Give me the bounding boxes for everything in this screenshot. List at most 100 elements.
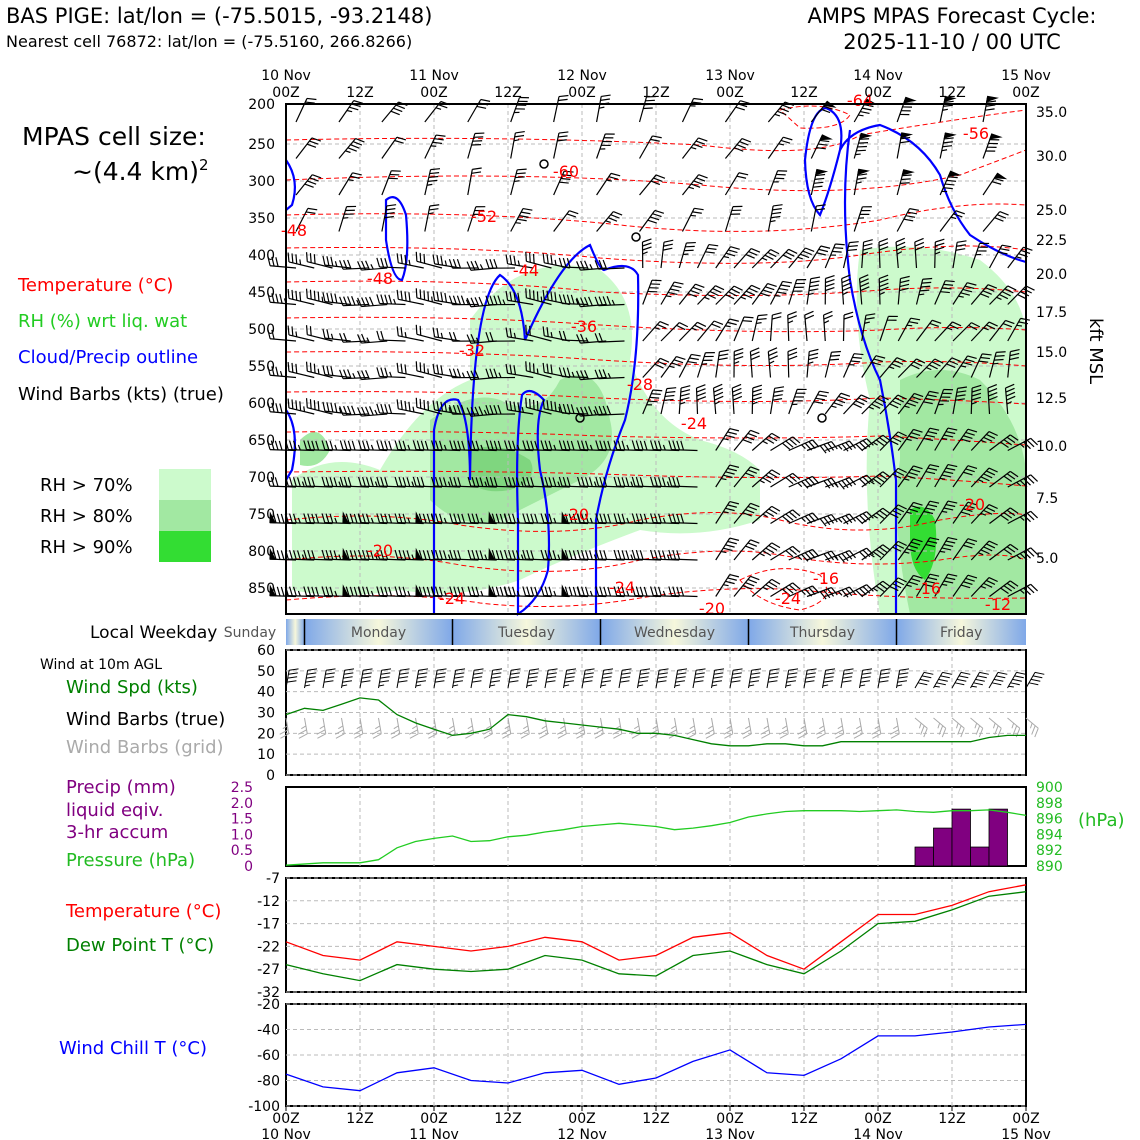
wind-speed-line [285, 697, 1026, 747]
section-wind-barb [824, 350, 841, 378]
section-wind-barb [896, 208, 920, 232]
section-wind-barb [642, 279, 662, 305]
section-wind-barb [287, 361, 315, 379]
pressure-tick-label: 400 [248, 248, 275, 264]
section-wind-barb [505, 327, 534, 342]
section-wind-barb [396, 326, 424, 342]
section-wind-barb [824, 243, 845, 269]
section-wind-barb [915, 500, 940, 524]
top-axis-date: 12 Nov [557, 68, 607, 84]
section-wind-barb [431, 440, 461, 452]
section-wind-barb [770, 509, 801, 525]
section-wind-barb [525, 324, 552, 342]
precip-tick-label: 1.5 [231, 812, 253, 828]
section-wind-barb [639, 209, 665, 232]
rh70-label: RH > 70% [40, 475, 133, 496]
section-wind-barb [806, 245, 831, 269]
grid-wind-barb [988, 717, 1002, 738]
section-wind-barb [485, 368, 516, 379]
pressure-tick-label: 892 [1036, 843, 1063, 859]
section-wind-barb [639, 135, 662, 159]
kft-axis-label: kft MSL [1085, 318, 1106, 384]
section-wind-barb [934, 238, 945, 269]
weekday-cell [286, 619, 305, 645]
surface-wind-barb [618, 668, 632, 689]
section-wind-barb [660, 387, 677, 415]
section-wind-barb [376, 513, 406, 525]
section-wind-barb [712, 383, 724, 415]
section-wind-barb [660, 239, 674, 269]
section-frame [285, 103, 1027, 615]
surface-wind-barb [674, 668, 688, 689]
panel-y-tick: -17 [257, 917, 280, 933]
top-axis-hour: 12Z [494, 85, 521, 101]
section-wind-barb [305, 361, 333, 379]
section-wind-barb [577, 549, 607, 561]
section-wind-barb [751, 505, 781, 524]
section-wind-barb [376, 403, 406, 415]
section-wind-barb [485, 476, 516, 488]
section-wind-barb [733, 575, 760, 597]
section-wind-barb [678, 353, 701, 378]
section-wind-barb [594, 369, 625, 380]
grid-wind-barb [816, 717, 826, 739]
section-wind-barb [897, 465, 923, 488]
section-wind-barb [553, 170, 574, 196]
pressure-tick-label: 500 [248, 322, 275, 338]
section-wind-barb [522, 549, 552, 561]
section-wind-barb [934, 427, 958, 451]
section-wind-barb [989, 543, 1019, 561]
section-wind-barb [769, 280, 792, 305]
section-wind-barb [650, 549, 680, 561]
section-wind-barb [449, 549, 479, 561]
legend-rh: RH (%) wrt liq. wat [18, 311, 187, 332]
section-wind-barb [558, 440, 589, 452]
section-wind-barb [577, 440, 607, 452]
section-wind-barb [357, 260, 388, 271]
section-wind-barb [861, 544, 891, 561]
section-wind-barb [613, 549, 643, 561]
section-wind-barb [751, 249, 780, 269]
section-wind-barb [305, 252, 333, 269]
legend-dewpoint-line: Dew Point T (°C) [66, 935, 214, 956]
section-wind-barb [724, 205, 743, 232]
section-wind-barb [485, 331, 516, 342]
section-wind-barb [321, 513, 351, 525]
pressure-line [285, 809, 1027, 866]
section-wind-barb [879, 357, 906, 378]
section-wind-barb [751, 432, 781, 451]
section-wind-barb [878, 238, 889, 269]
section-wind-barb [287, 325, 315, 342]
panel-y-tick: 50 [257, 664, 275, 680]
rh80-label: RH > 80% [40, 506, 133, 527]
section-wind-barb [642, 389, 663, 415]
cell-size-value: ~(4.4 km)2 [72, 156, 209, 186]
section-wind-barb [934, 321, 962, 342]
surface-wind-barb [785, 668, 799, 689]
section-wind-barb [770, 436, 801, 452]
section-wind-barb [915, 573, 940, 597]
section-wind-barb [681, 97, 704, 123]
section-wind-barb [897, 392, 924, 415]
section-wind-barb [594, 296, 625, 307]
weekday-cell [600, 619, 749, 645]
top-axis-hour: 00Z [1012, 85, 1039, 101]
panel-y-tick: -7 [266, 871, 280, 887]
grid-wind-barb [353, 717, 364, 739]
section-wind-barb [751, 578, 781, 597]
surface-wind-barb [415, 668, 429, 689]
section-wind-barb [650, 586, 680, 598]
section-wind-barb [989, 285, 1017, 305]
section-wind-barb [342, 584, 370, 598]
section-wind-barb [897, 574, 923, 597]
surface-wind-barb [859, 668, 873, 689]
cell-size-label: MPAS cell size: [22, 122, 206, 151]
section-wind-barb [934, 573, 958, 597]
section-wind-barb [467, 167, 482, 196]
section-wind-barb [467, 440, 497, 452]
top-axis-hour: 00Z [864, 85, 891, 101]
section-wind-barb [412, 440, 443, 452]
section-wind-barb [989, 507, 1019, 524]
